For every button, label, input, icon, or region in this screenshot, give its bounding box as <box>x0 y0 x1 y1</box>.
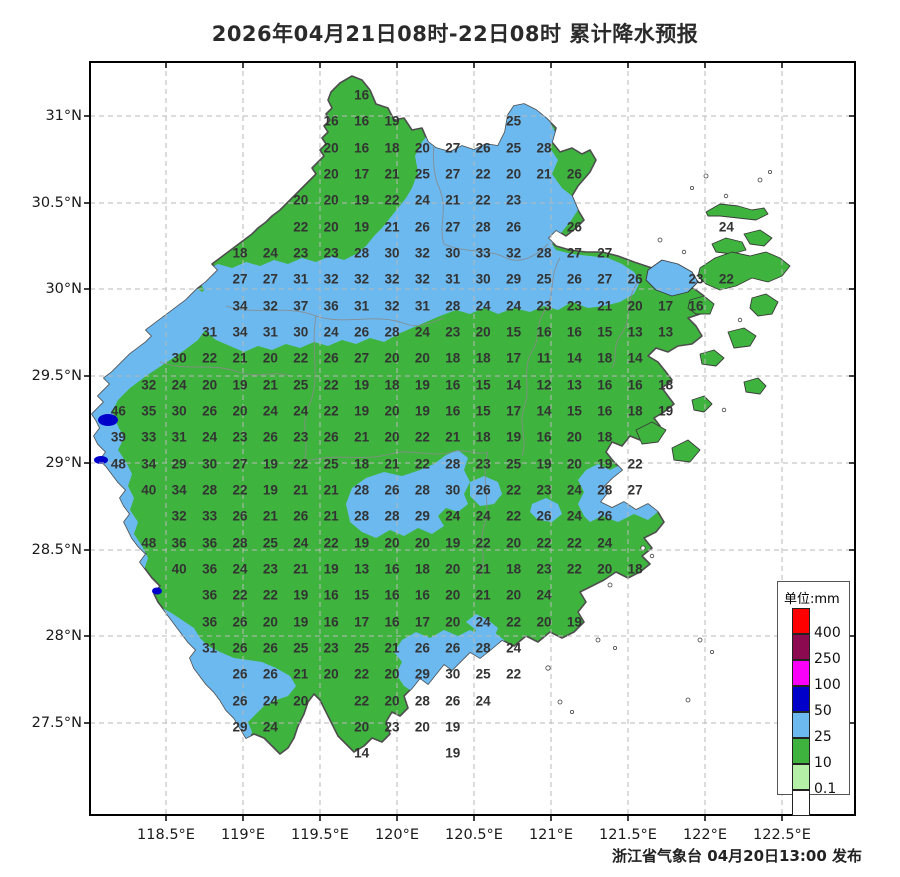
graticule <box>90 62 855 815</box>
lat-axis-label: 30°N <box>45 281 82 297</box>
lon-axis-label: 122.5°E <box>753 827 811 843</box>
lat-axis-label: 28.5°N <box>31 542 82 558</box>
lat-axis-label: 28°N <box>45 628 82 644</box>
islands <box>635 203 791 463</box>
legend-threshold: 0.1 <box>814 781 837 797</box>
legend-threshold: 25 <box>814 729 832 745</box>
islets <box>545 169 773 715</box>
legend-swatch <box>792 764 810 790</box>
lon-axis-label: 119°E <box>220 827 266 843</box>
legend-threshold: 400 <box>814 625 841 641</box>
legend-threshold: 10 <box>814 755 832 771</box>
legend-swatch <box>792 738 810 764</box>
lat-axis-label: 27.5°N <box>31 715 82 731</box>
heavy-rain-spot <box>152 587 162 595</box>
publisher-note: 浙江省气象台 04月20日13:00 发布 <box>612 847 862 865</box>
heavy-rain-markers <box>94 414 162 595</box>
legend-swatch <box>792 712 810 738</box>
legend-threshold: 50 <box>814 703 832 719</box>
legend-swatch <box>792 660 810 686</box>
plot-border <box>89 61 856 816</box>
lon-axis-label: 120°E <box>374 827 420 843</box>
lon-axis-label: 120.5°E <box>445 827 503 843</box>
legend-swatch <box>792 608 810 634</box>
axis-ticks <box>84 62 855 821</box>
prefecture-boundaries <box>159 94 639 577</box>
lon-axis-label: 119.5°E <box>291 827 349 843</box>
legend-threshold: 250 <box>814 651 841 667</box>
legend-swatch <box>792 686 810 712</box>
lat-axis-label: 29°N <box>45 455 82 471</box>
legend: 单位:mm 400 250 100 50 25 10 0.1 <box>777 581 850 816</box>
rain-band-25-50 <box>92 94 662 744</box>
lat-axis-label: 30.5°N <box>31 195 82 211</box>
lon-axis-label: 121°E <box>528 827 574 843</box>
page-title: 2026年04月21日08时-22日08时 累计降水预报 <box>211 22 699 46</box>
legend-swatch <box>792 790 810 816</box>
legend-swatch <box>792 634 810 660</box>
heavy-rain-spot <box>98 414 118 426</box>
lon-axis-label: 121.5°E <box>599 827 657 843</box>
legend-threshold: 100 <box>814 677 841 693</box>
lon-axis-label: 122°E <box>682 827 728 843</box>
lat-axis-label: 31°N <box>45 108 82 124</box>
legend-title: 单位:mm <box>784 592 840 607</box>
lon-axis-label: 118.5°E <box>137 827 195 843</box>
heavy-rain-spot <box>94 456 108 464</box>
lat-axis-label: 29.5°N <box>31 368 82 384</box>
